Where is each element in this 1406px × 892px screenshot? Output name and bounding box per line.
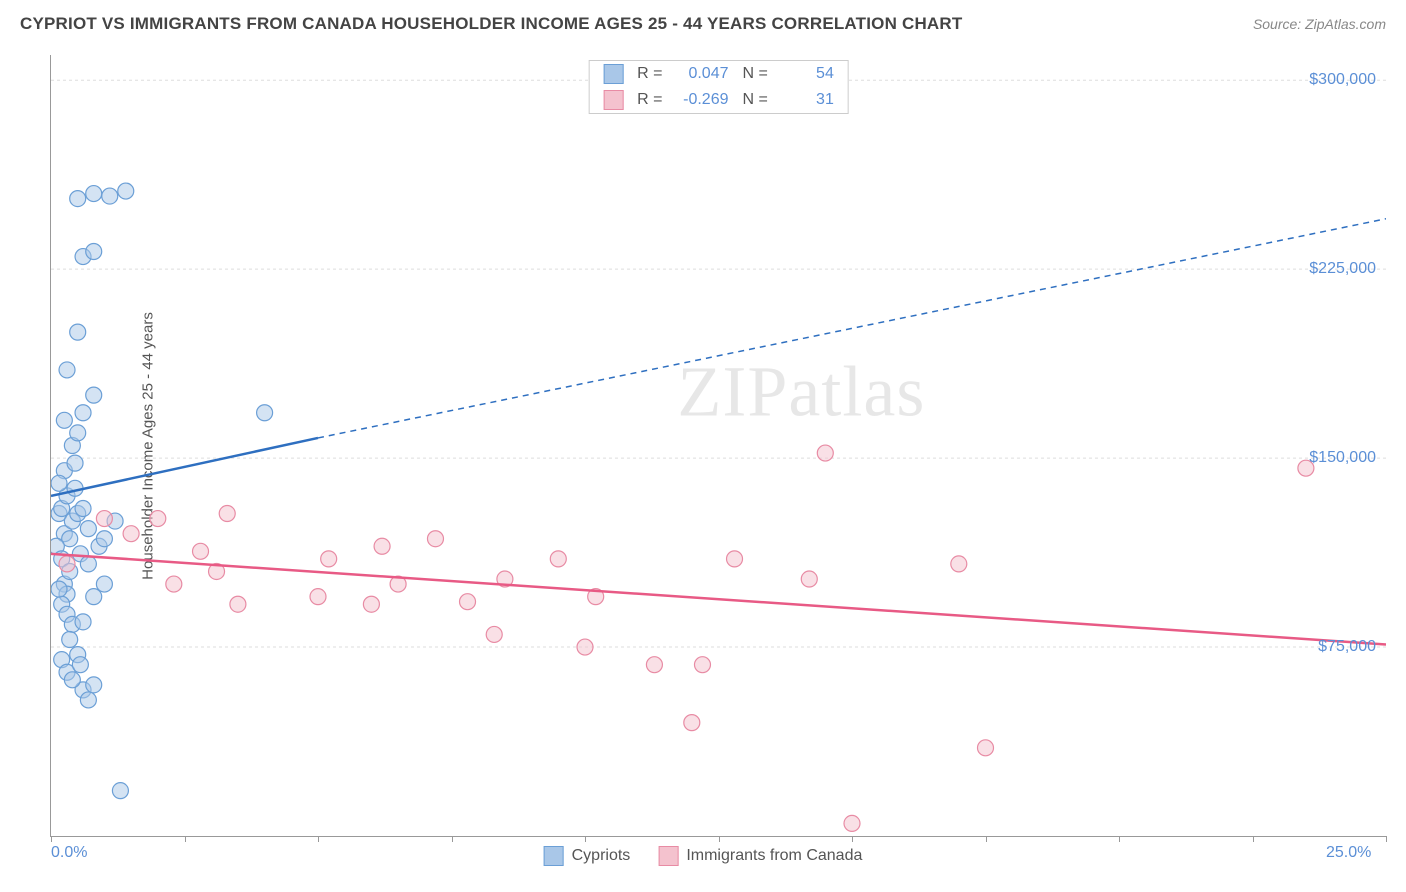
data-point bbox=[62, 631, 78, 647]
data-point bbox=[96, 531, 112, 547]
y-tick-label: $150,000 bbox=[1309, 449, 1376, 467]
trend-line-extrapolated bbox=[318, 219, 1386, 438]
data-point bbox=[219, 506, 235, 522]
data-point bbox=[646, 657, 662, 673]
data-point bbox=[363, 596, 379, 612]
data-point bbox=[486, 626, 502, 642]
r-label: R = bbox=[637, 91, 662, 109]
x-tick bbox=[585, 836, 586, 842]
x-tick bbox=[1253, 836, 1254, 842]
stats-legend-row: R = 0.047 N = 54 bbox=[589, 61, 848, 87]
legend-label: Immigrants from Canada bbox=[686, 847, 862, 865]
data-point bbox=[80, 521, 96, 537]
data-point bbox=[75, 405, 91, 421]
data-point bbox=[310, 589, 326, 605]
x-tick bbox=[1119, 836, 1120, 842]
data-point bbox=[80, 556, 96, 572]
data-point bbox=[951, 556, 967, 572]
source-label: Source: ZipAtlas.com bbox=[1253, 16, 1386, 32]
legend-swatch bbox=[603, 64, 623, 84]
data-point bbox=[86, 186, 102, 202]
data-point bbox=[577, 639, 593, 655]
stats-legend-row: R = -0.269 N = 31 bbox=[589, 87, 848, 113]
data-point bbox=[230, 596, 246, 612]
data-point bbox=[844, 815, 860, 831]
data-point bbox=[70, 425, 86, 441]
data-point bbox=[193, 543, 209, 559]
legend-swatch bbox=[603, 90, 623, 110]
data-point bbox=[684, 715, 700, 731]
data-point bbox=[72, 657, 88, 673]
data-point bbox=[70, 324, 86, 340]
data-point bbox=[118, 183, 134, 199]
data-point bbox=[257, 405, 273, 421]
scatter-plot bbox=[51, 55, 1386, 836]
data-point bbox=[123, 526, 139, 542]
x-tick bbox=[51, 836, 52, 842]
data-point bbox=[727, 551, 743, 567]
data-point bbox=[427, 531, 443, 547]
legend-label: Cypriots bbox=[572, 847, 631, 865]
x-tick bbox=[452, 836, 453, 842]
series-legend: Cypriots Immigrants from Canada bbox=[544, 846, 863, 866]
n-value: 31 bbox=[778, 91, 834, 109]
data-point bbox=[56, 412, 72, 428]
n-label: N = bbox=[743, 65, 768, 83]
trend-line bbox=[51, 554, 1386, 645]
data-point bbox=[102, 188, 118, 204]
data-point bbox=[86, 244, 102, 260]
data-point bbox=[59, 556, 75, 572]
stats-legend: R = 0.047 N = 54 R = -0.269 N = 31 bbox=[588, 60, 849, 114]
data-point bbox=[86, 677, 102, 693]
data-point bbox=[51, 581, 67, 597]
x-tick bbox=[719, 836, 720, 842]
data-point bbox=[978, 740, 994, 756]
legend-item: Cypriots bbox=[544, 846, 631, 866]
legend-swatch bbox=[544, 846, 564, 866]
y-tick-label: $75,000 bbox=[1318, 638, 1376, 656]
x-tick bbox=[185, 836, 186, 842]
data-point bbox=[96, 511, 112, 527]
n-label: N = bbox=[743, 91, 768, 109]
data-point bbox=[550, 551, 566, 567]
trend-line bbox=[51, 438, 318, 496]
data-point bbox=[80, 692, 96, 708]
data-point bbox=[86, 387, 102, 403]
x-tick bbox=[852, 836, 853, 842]
chart-title: CYPRIOT VS IMMIGRANTS FROM CANADA HOUSEH… bbox=[20, 14, 962, 34]
legend-swatch bbox=[658, 846, 678, 866]
x-tick bbox=[1386, 836, 1387, 842]
r-value: 0.047 bbox=[673, 65, 729, 83]
data-point bbox=[75, 614, 91, 630]
data-point bbox=[112, 783, 128, 799]
legend-item: Immigrants from Canada bbox=[658, 846, 862, 866]
x-tick-label: 25.0% bbox=[1326, 844, 1371, 862]
r-label: R = bbox=[637, 65, 662, 83]
data-point bbox=[321, 551, 337, 567]
data-point bbox=[64, 672, 80, 688]
data-point bbox=[817, 445, 833, 461]
x-tick bbox=[318, 836, 319, 842]
data-point bbox=[374, 538, 390, 554]
y-tick-label: $225,000 bbox=[1309, 260, 1376, 278]
n-value: 54 bbox=[778, 65, 834, 83]
data-point bbox=[150, 511, 166, 527]
data-point bbox=[51, 475, 67, 491]
data-point bbox=[96, 576, 112, 592]
data-point bbox=[70, 191, 86, 207]
data-point bbox=[75, 500, 91, 516]
x-tick bbox=[986, 836, 987, 842]
r-value: -0.269 bbox=[673, 91, 729, 109]
y-tick-label: $300,000 bbox=[1309, 71, 1376, 89]
data-point bbox=[67, 455, 83, 471]
data-point bbox=[801, 571, 817, 587]
data-point bbox=[166, 576, 182, 592]
chart-plot-area: R = 0.047 N = 54 R = -0.269 N = 31 $75,000 $150,… bbox=[50, 55, 1386, 837]
data-point bbox=[460, 594, 476, 610]
data-point bbox=[694, 657, 710, 673]
data-point bbox=[86, 589, 102, 605]
x-tick-label: 0.0% bbox=[51, 844, 87, 862]
data-point bbox=[59, 362, 75, 378]
